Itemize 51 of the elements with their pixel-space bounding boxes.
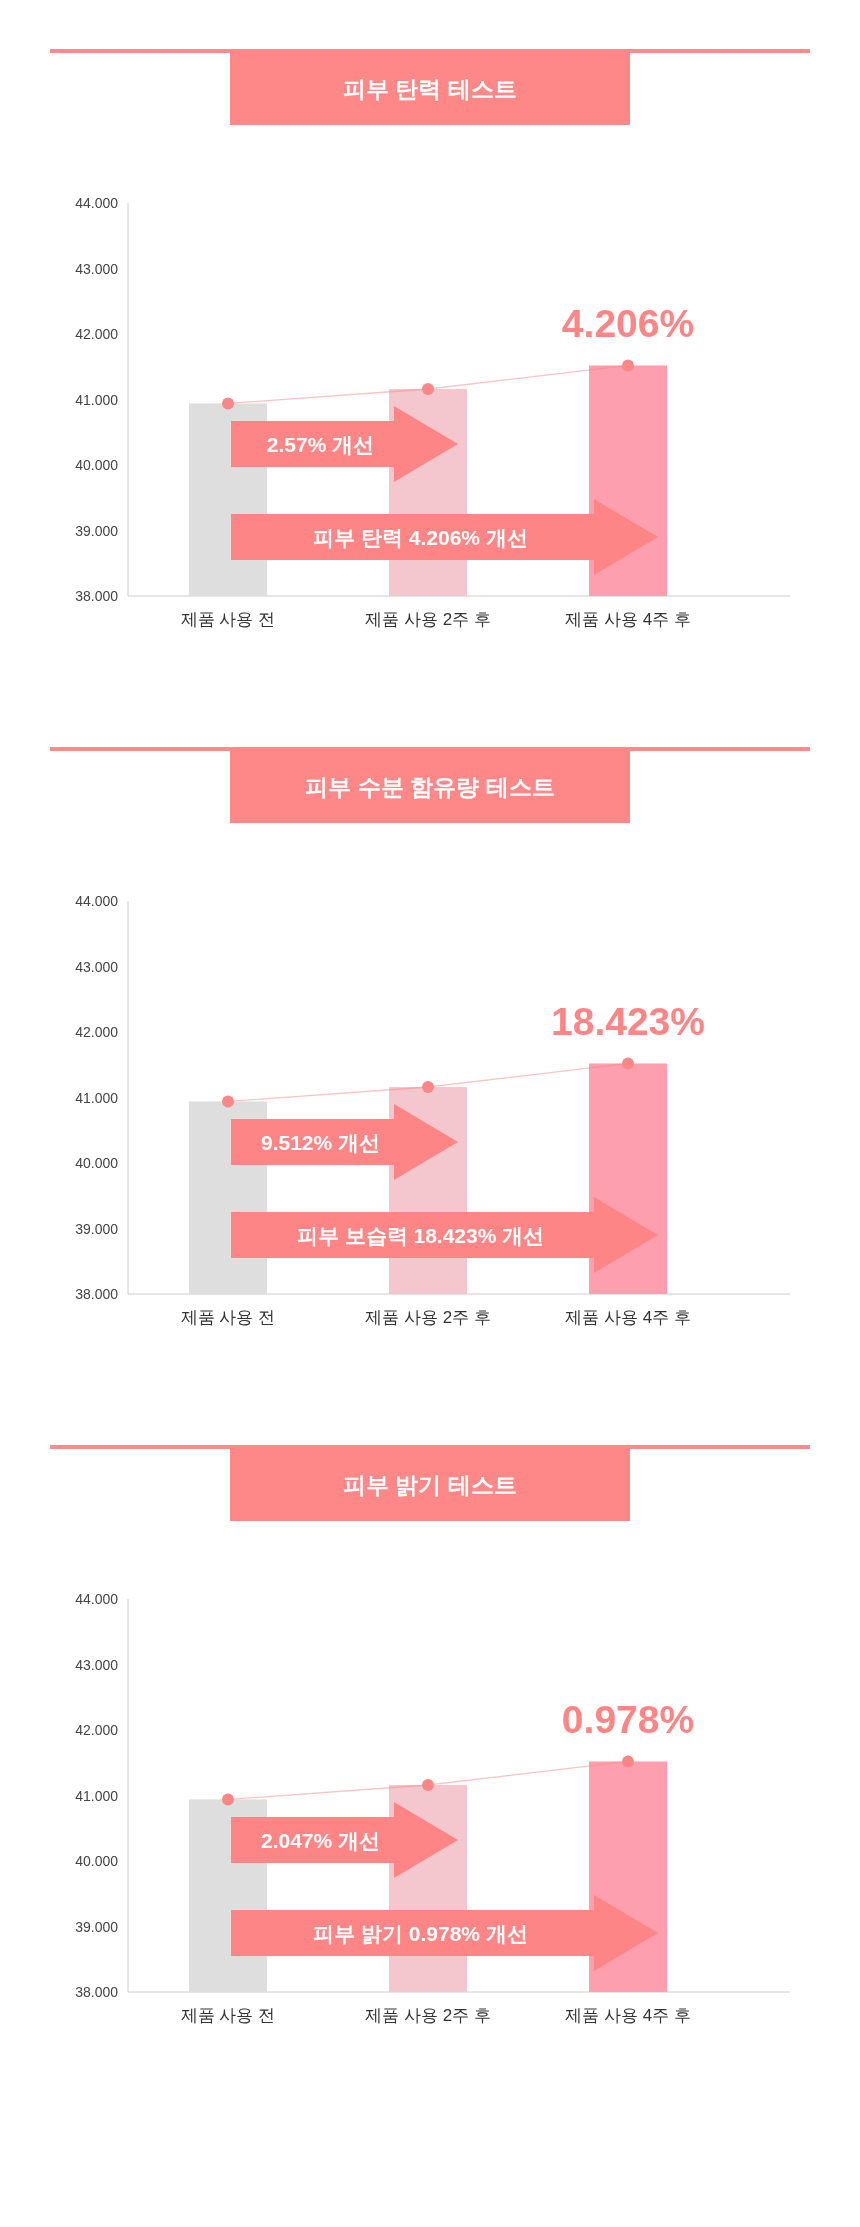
y-tick-label: 43.000 — [75, 1656, 119, 1673]
point — [222, 1793, 234, 1806]
annotation: 9.512% 개선 — [260, 1130, 381, 1154]
y-tick-label: 42.000 — [75, 326, 119, 342]
x-tick-label: 제품 사용 4주 후 — [565, 1308, 691, 1327]
y-tick-label: 38.000 — [75, 1984, 119, 2000]
y-tick-label: 41.000 — [75, 1089, 119, 1106]
chart-title: 피부 수분 함유량 테스트 — [305, 774, 555, 800]
y-tick-label: 40.000 — [75, 1155, 119, 1171]
y-tick-label: 41.000 — [75, 391, 119, 408]
y-tick-label: 42.000 — [75, 1722, 119, 1738]
y-tick-label: 40.000 — [75, 1853, 119, 1869]
point — [422, 1779, 434, 1792]
point — [222, 1095, 234, 1108]
x-tick-label: 제품 사용 2주 후 — [365, 610, 491, 629]
y-tick-label: 44.000 — [75, 195, 119, 211]
x-tick-label: 제품 사용 4주 후 — [565, 2006, 691, 2025]
y-tick-label: 39.000 — [75, 1918, 119, 1935]
y-tick-label: 42.000 — [75, 1024, 119, 1040]
y-tick-label: 38.000 — [75, 588, 119, 604]
x-tick-label: 제품 사용 2주 후 — [365, 1308, 491, 1327]
y-tick-label: 40.000 — [75, 457, 119, 473]
point — [422, 383, 434, 396]
annotation: 2.047% 개선 — [260, 1828, 381, 1852]
annotation: 18.423% — [551, 1000, 705, 1044]
point — [422, 1081, 434, 1094]
y-tick-label: 43.000 — [75, 260, 119, 277]
x-tick-label: 제품 사용 전 — [180, 610, 276, 629]
x-tick-label: 제품 사용 전 — [180, 2006, 276, 2025]
x-tick-label: 제품 사용 전 — [180, 1308, 276, 1327]
annotation: 0.978% — [561, 1698, 695, 1742]
point — [222, 397, 234, 410]
chart-title: 피부 탄력 테스트 — [343, 76, 517, 102]
annotation: 피부 탄력 4.206% 개선 — [313, 526, 528, 550]
y-tick-label: 38.000 — [75, 1286, 119, 1302]
y-tick-label: 39.000 — [75, 1220, 119, 1237]
annotation: 2.57% 개선 — [266, 432, 375, 456]
y-tick-label: 43.000 — [75, 958, 119, 975]
x-tick-label: 제품 사용 2주 후 — [365, 2006, 491, 2025]
chart-title: 피부 밝기 테스트 — [343, 1472, 517, 1498]
y-tick-label: 44.000 — [75, 1591, 119, 1607]
point — [622, 1755, 634, 1768]
y-tick-label: 44.000 — [75, 893, 119, 909]
annotation: 피부 보습력 18.423% 개선 — [296, 1224, 545, 1248]
annotation: 4.206% — [561, 302, 695, 346]
annotation: 피부 밝기 0.978% 개선 — [313, 1922, 528, 1946]
point — [622, 1057, 634, 1070]
x-tick-label: 제품 사용 4주 후 — [565, 610, 691, 629]
point — [622, 359, 634, 372]
y-tick-label: 41.000 — [75, 1787, 119, 1804]
y-tick-label: 39.000 — [75, 522, 119, 539]
